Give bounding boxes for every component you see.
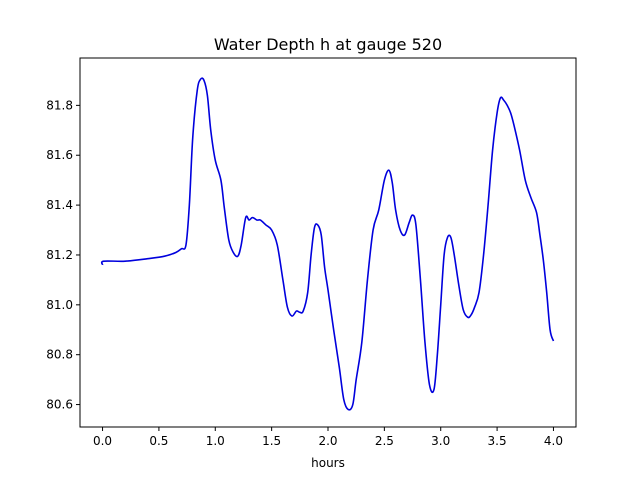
- y-tick-label: 80.8: [46, 348, 73, 362]
- series-line-0: [100, 77, 555, 411]
- x-tick-label: 0.0: [93, 434, 112, 448]
- plot-area: [100, 77, 555, 411]
- x-tick-label: 3.0: [431, 434, 450, 448]
- y-axis: 80.6 80.8 81.0 81.2 81.4 81.6 81.8: [46, 98, 80, 412]
- x-tick-label: 3.5: [488, 434, 507, 448]
- y-tick-label: 81.0: [46, 298, 73, 312]
- y-tick-label: 81.8: [46, 98, 73, 112]
- chart-title: Water Depth h at gauge 520: [214, 35, 442, 54]
- x-tick-label: 2.0: [318, 434, 337, 448]
- y-tick-label: 81.6: [46, 148, 73, 162]
- x-tick-label: 0.5: [149, 434, 168, 448]
- y-tick-label: 81.4: [46, 198, 73, 212]
- x-axis: 0.0 0.5 1.0 1.5 2.0 2.5 3.0 3.5 4.0: [93, 427, 563, 448]
- x-tick-label: 1.5: [262, 434, 281, 448]
- x-tick-label: 1.0: [206, 434, 225, 448]
- y-tick-label: 80.6: [46, 398, 73, 412]
- axes-frame: [79, 57, 577, 428]
- x-axis-label: hours: [311, 456, 345, 470]
- x-tick-label: 2.5: [375, 434, 394, 448]
- x-tick-label: 4.0: [544, 434, 563, 448]
- y-tick-label: 81.2: [46, 248, 73, 262]
